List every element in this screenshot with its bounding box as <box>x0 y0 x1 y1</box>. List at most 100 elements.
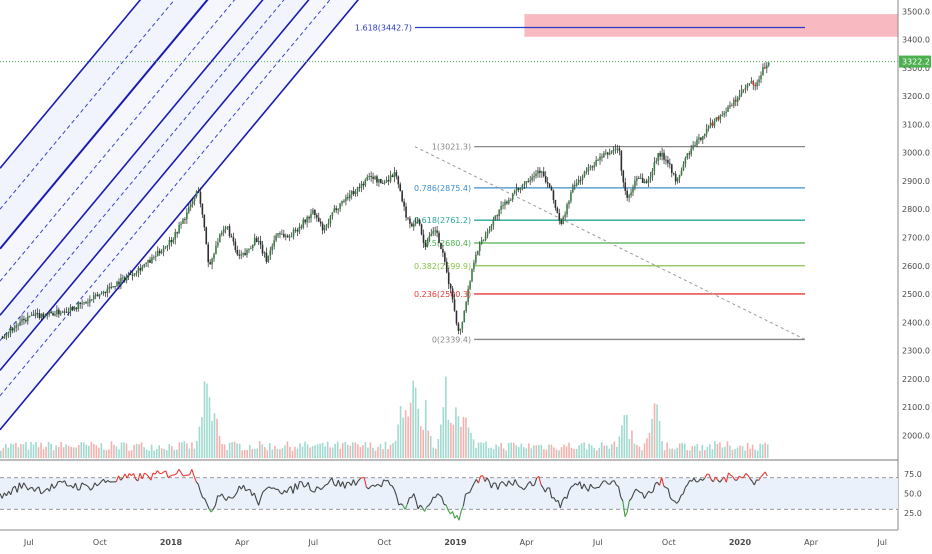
candle-body <box>460 329 462 331</box>
candle-body <box>621 151 623 171</box>
candle-body <box>19 322 21 325</box>
price-tick-label: 3000.0 <box>902 149 930 158</box>
candle-body <box>529 180 531 181</box>
rsi-line-segment <box>179 469 181 472</box>
price-axis-bg <box>898 0 932 550</box>
volume-bar <box>224 444 226 458</box>
candle-body <box>568 201 570 204</box>
candle-body <box>562 217 564 224</box>
candle-body <box>2 336 4 338</box>
candle-body <box>425 243 427 247</box>
candle-body <box>299 227 301 232</box>
volume-bar <box>214 413 216 458</box>
candle-body <box>46 315 48 316</box>
candle-body <box>268 256 270 262</box>
volume-bar <box>448 420 450 458</box>
candle-body <box>308 217 310 218</box>
volume-bar <box>166 450 168 458</box>
candle-body <box>186 212 188 219</box>
candle-body <box>6 334 8 336</box>
time-tick-label: 2018 <box>160 538 183 547</box>
volume-bar <box>606 446 608 458</box>
volume-bar <box>126 443 128 458</box>
volume-bar <box>133 445 135 458</box>
volume-bar <box>98 448 100 458</box>
fibonacci-layer: 1.618(3442.7)1(3021.3)0.786(2875.4)0.618… <box>355 24 805 345</box>
volume-bar <box>143 447 145 458</box>
volume-bar <box>327 442 329 458</box>
candle-body <box>68 311 70 312</box>
volume-bar <box>93 444 95 458</box>
volume-bar <box>241 450 243 458</box>
volume-bar <box>339 449 341 458</box>
candle-body <box>79 303 81 304</box>
volume-bar <box>576 449 578 458</box>
fib-level-label: 1.618(3442.7) <box>355 24 412 33</box>
candle-body <box>89 300 91 303</box>
candle-body <box>99 294 101 297</box>
fib-level-label: 0.618(2761.2) <box>414 216 471 225</box>
volume-bar <box>696 444 698 458</box>
volume-bar <box>279 449 281 458</box>
volume-bar <box>732 450 734 458</box>
volume-bar <box>420 426 422 458</box>
candle-body <box>231 236 233 237</box>
candle-body <box>140 268 142 270</box>
candle-body <box>128 274 130 276</box>
candle-body <box>378 179 380 182</box>
volume-bar <box>639 447 641 458</box>
volume-bar <box>608 449 610 458</box>
volume-bar <box>0 451 2 458</box>
candle-body <box>448 272 450 284</box>
candle-body <box>504 202 506 205</box>
candle-body <box>663 153 665 160</box>
candle-body <box>473 263 475 269</box>
volume-bar <box>123 442 125 458</box>
volume-bar <box>229 443 231 458</box>
volume-bar <box>473 439 475 458</box>
volume-bar <box>757 451 759 458</box>
candle-body <box>337 209 339 210</box>
candle-body <box>361 184 363 188</box>
rsi-line-segment <box>453 511 455 518</box>
candle-body <box>357 187 359 192</box>
rsi-pane: 25.050.075.0 <box>0 460 922 520</box>
candle-body <box>306 217 308 222</box>
volume-bar <box>691 446 693 458</box>
volume-bar <box>478 442 480 458</box>
candle-body <box>719 115 721 119</box>
volume-bar <box>261 444 263 458</box>
candle-body <box>590 167 592 168</box>
volume-bar <box>460 427 462 458</box>
candle-body <box>322 224 324 231</box>
candle-body <box>161 252 163 253</box>
volume-bar <box>397 424 399 458</box>
fib-level-label: 0.236(2500.3) <box>414 290 471 299</box>
candle-body <box>17 325 19 326</box>
candle-body <box>273 240 275 246</box>
volume-bar <box>714 441 716 458</box>
candle-body <box>236 250 238 255</box>
rsi-line-segment <box>731 475 733 476</box>
price-tick-label: 2800.0 <box>902 205 930 214</box>
volume-bar <box>254 449 256 458</box>
candle-body <box>301 227 303 228</box>
candle-body <box>108 287 110 289</box>
volume-bar <box>702 445 704 458</box>
candle-body <box>198 191 200 192</box>
candle-body <box>324 228 326 231</box>
rsi-line-segment <box>153 473 155 474</box>
volume-bar <box>533 446 535 458</box>
volume-bar <box>231 442 233 458</box>
volume-bar <box>78 445 80 458</box>
volume-bar <box>173 450 175 458</box>
volume-bar <box>598 448 600 458</box>
volume-bar <box>35 442 37 458</box>
price-tick-label: 3400.0 <box>902 36 930 45</box>
candle-body <box>463 311 465 322</box>
candle-body <box>603 153 605 157</box>
volume-bar <box>495 444 497 458</box>
time-tick-label: 2020 <box>729 538 752 547</box>
